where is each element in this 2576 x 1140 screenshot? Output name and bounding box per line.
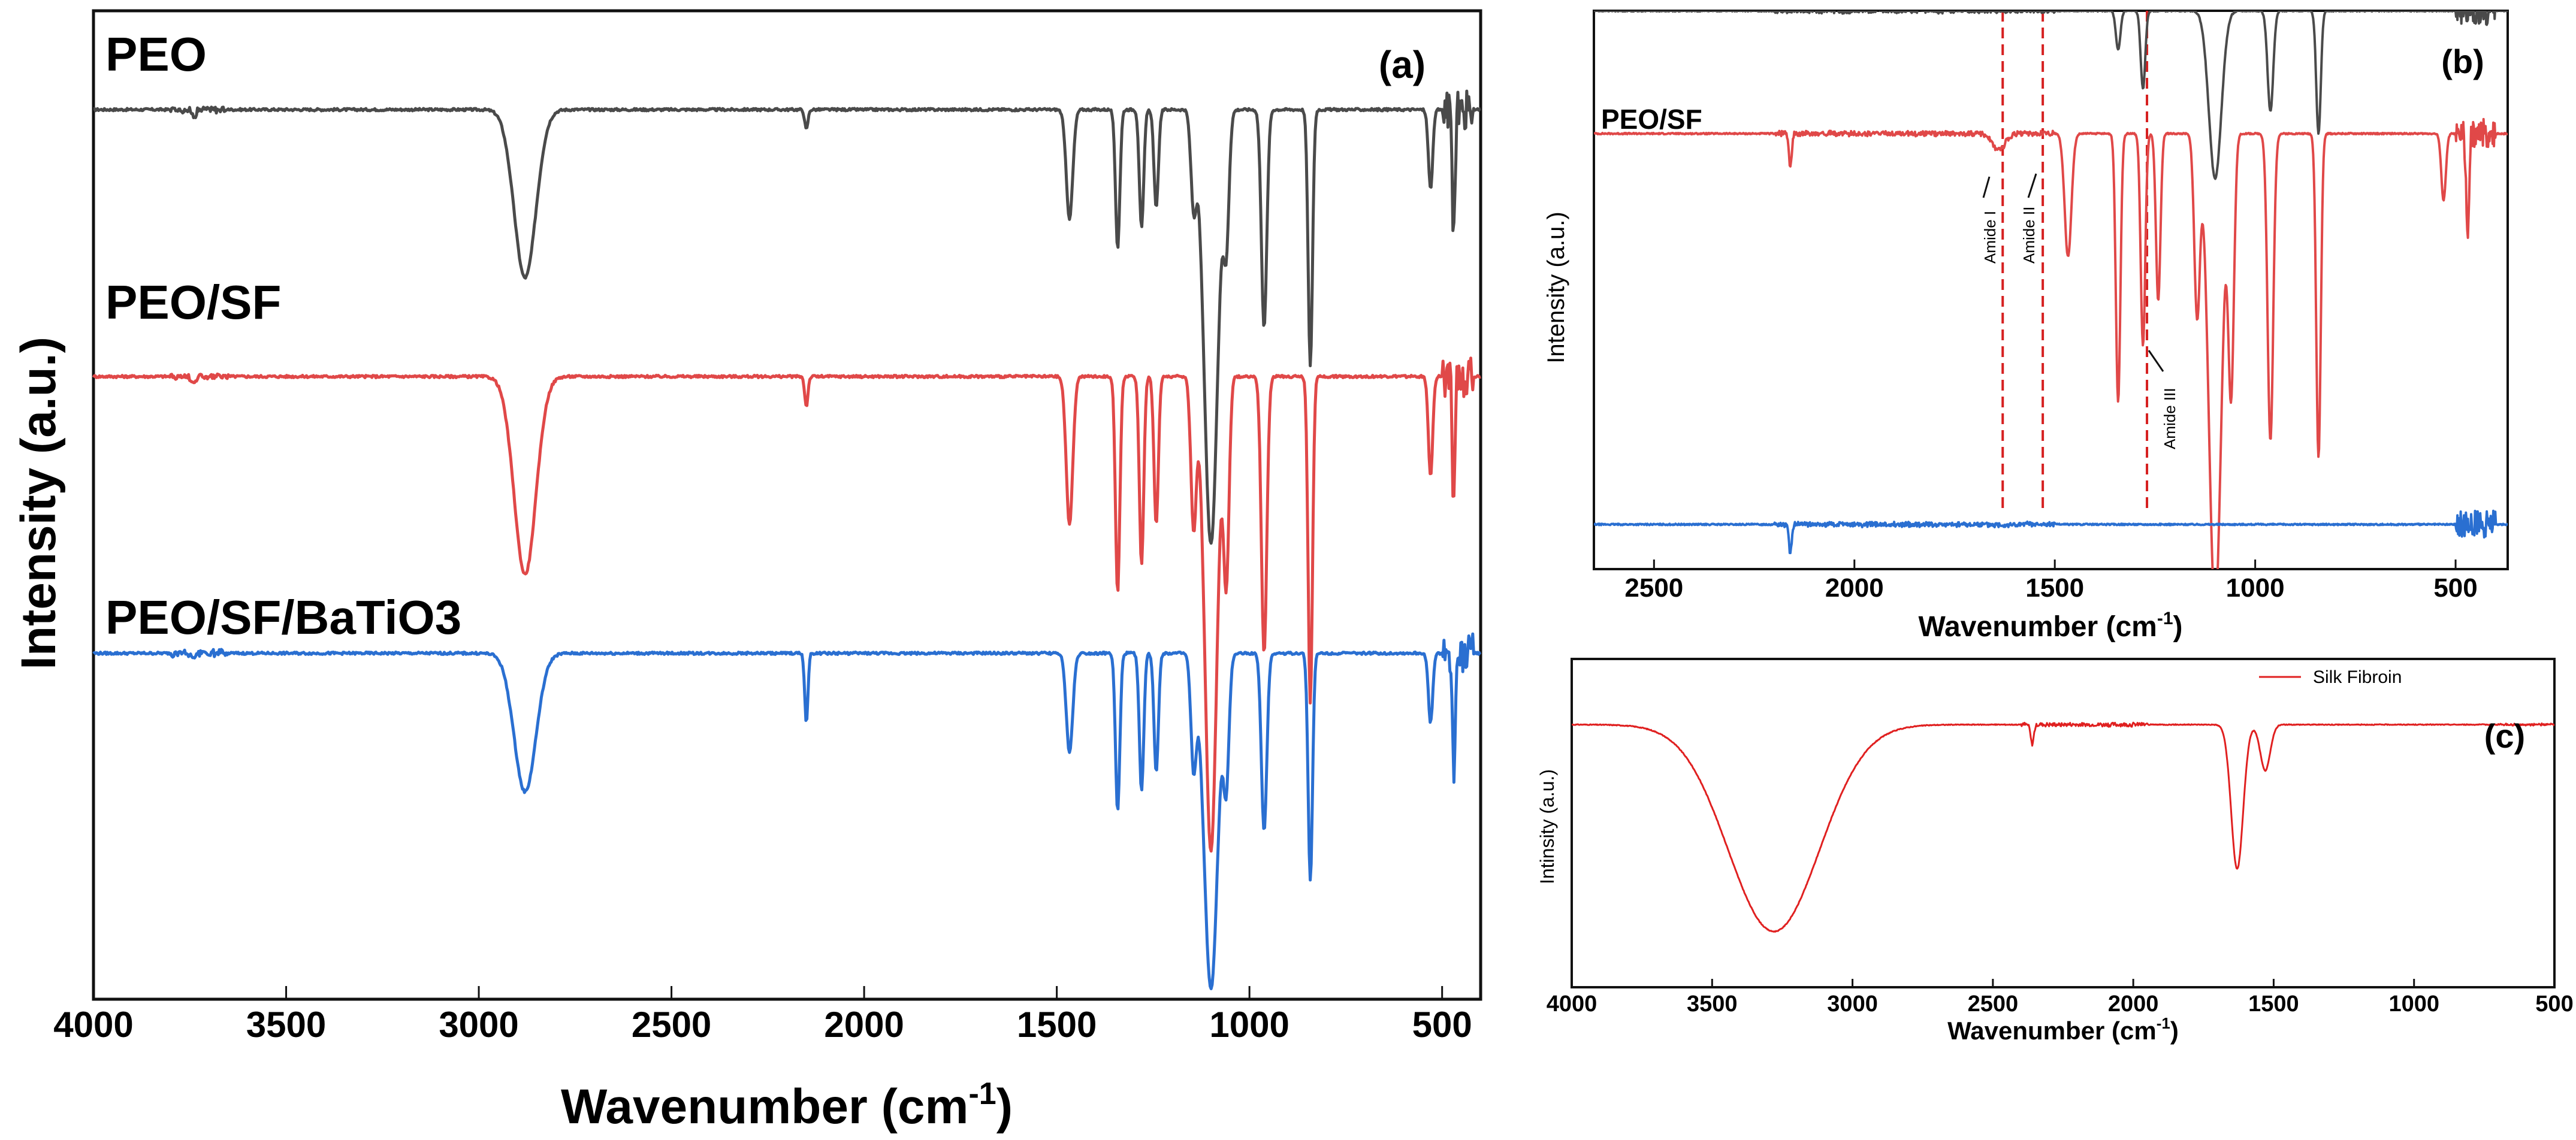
x-tick-label: 1000 [2226, 573, 2285, 603]
x-tick-label: 1000 [2388, 991, 2439, 1017]
panel-a-x-ticks: 4000 3500 3000 2500 2000 1500 1000 500 [53, 986, 1472, 1045]
annotation-amide-ii-arrow [2027, 173, 2037, 198]
x-tick-label: 3500 [1687, 991, 1738, 1017]
panel-a-x-axis-label: Wavenumber (cm-1) [561, 1077, 1013, 1134]
panel-b: 2500 2000 1500 1000 500 Wavenumber (cm-1) In… [1543, 10, 2509, 643]
panel-a: 4000 3500 3000 2500 2000 1500 1000 500 Wavenumb… [11, 9, 1482, 1134]
panel-a-frame [92, 9, 1482, 1001]
series-line-peo [93, 89, 1481, 545]
annotation-amide-iii: Amide III [2161, 388, 2179, 449]
panel-b-series-label-peo-sf: PEO/SF [1601, 104, 1702, 135]
series-line-peo-sf [92, 356, 1481, 853]
panel-b-y-axis-label: Intensity (a.u.) [1543, 211, 1569, 363]
panel-a-series-label-peo-sf: PEO/SF [105, 276, 281, 329]
annotation-amide-i-arrow [1982, 176, 1991, 198]
x-tick-label: 1500 [2248, 991, 2299, 1017]
panel-a-series [92, 89, 1482, 990]
panel-c-x-axis-label: Wavenumber (cm-1) [1947, 1014, 2179, 1045]
x-tick-label: 1500 [1017, 1005, 1097, 1045]
panel-c-series [1572, 721, 2554, 933]
series-line-peo-sf-batio3 [1594, 509, 2508, 555]
x-tick-label: 3000 [1827, 991, 1878, 1017]
panel-b-frame [1593, 10, 2509, 570]
panel-b-annotations: Amide I Amide II Amide III [1981, 173, 2179, 449]
panel-a-series-label-peo: PEO [105, 28, 207, 81]
x-tick-label: 1500 [2025, 573, 2084, 603]
panel-a-series-label-peo-sf-batio3: PEO/SF/BaTiO3 [105, 591, 461, 644]
annotation-amide-ii: Amide II [2020, 207, 2038, 264]
panel-c-legend-label: Silk Fibroin [2313, 667, 2402, 687]
series-line-peo [1594, 11, 2508, 180]
panel-b-x-axis-label: Wavenumber (cm-1) [1919, 609, 2183, 643]
panel-b-series [1594, 11, 2508, 569]
panel-a-y-axis-label: Intensity (a.u.) [11, 337, 66, 670]
panel-b-label: (b) [2441, 43, 2484, 80]
series-line-silk-fibroin [1572, 721, 2554, 933]
x-tick-label: 2000 [1825, 573, 1884, 603]
panel-c-frame [1571, 658, 2556, 988]
x-tick-label: 2000 [2108, 991, 2159, 1017]
x-tick-label: 500 [2433, 573, 2477, 603]
panel-c-label: (c) [2484, 717, 2525, 755]
x-tick-label: 1000 [1209, 1005, 1289, 1045]
x-tick-label: 500 [2535, 991, 2573, 1017]
x-tick-label: 4000 [53, 1005, 133, 1045]
x-tick-label: 3500 [246, 1005, 326, 1045]
panel-b-x-ticks: 2500 2000 1500 1000 500 [1624, 560, 2478, 603]
x-tick-label: 3000 [439, 1005, 518, 1045]
x-tick-label: 500 [1412, 1005, 1472, 1045]
annotation-amide-iii-arrow [2148, 350, 2164, 372]
x-tick-label: 4000 [1547, 991, 1597, 1017]
panel-a-label: (a) [1379, 43, 1426, 86]
panel-c-x-ticks: 4000 3500 3000 2500 2000 1500 1000 500 [1547, 979, 2574, 1017]
series-line-peo-sf-batio3 [92, 632, 1482, 990]
series-line-peo-sf [1594, 117, 2508, 569]
annotation-amide-i: Amide I [1981, 211, 1999, 264]
x-tick-label: 2500 [1624, 573, 1683, 603]
x-tick-label: 2000 [824, 1005, 904, 1045]
x-tick-label: 2500 [632, 1005, 711, 1045]
panel-c: 4000 3500 3000 2500 2000 1500 1000 500 Wavenumb… [1536, 658, 2574, 1045]
x-tick-label: 2500 [1968, 991, 2019, 1017]
panel-c-y-axis-label: Intinsity (a.u.) [1536, 769, 1558, 884]
